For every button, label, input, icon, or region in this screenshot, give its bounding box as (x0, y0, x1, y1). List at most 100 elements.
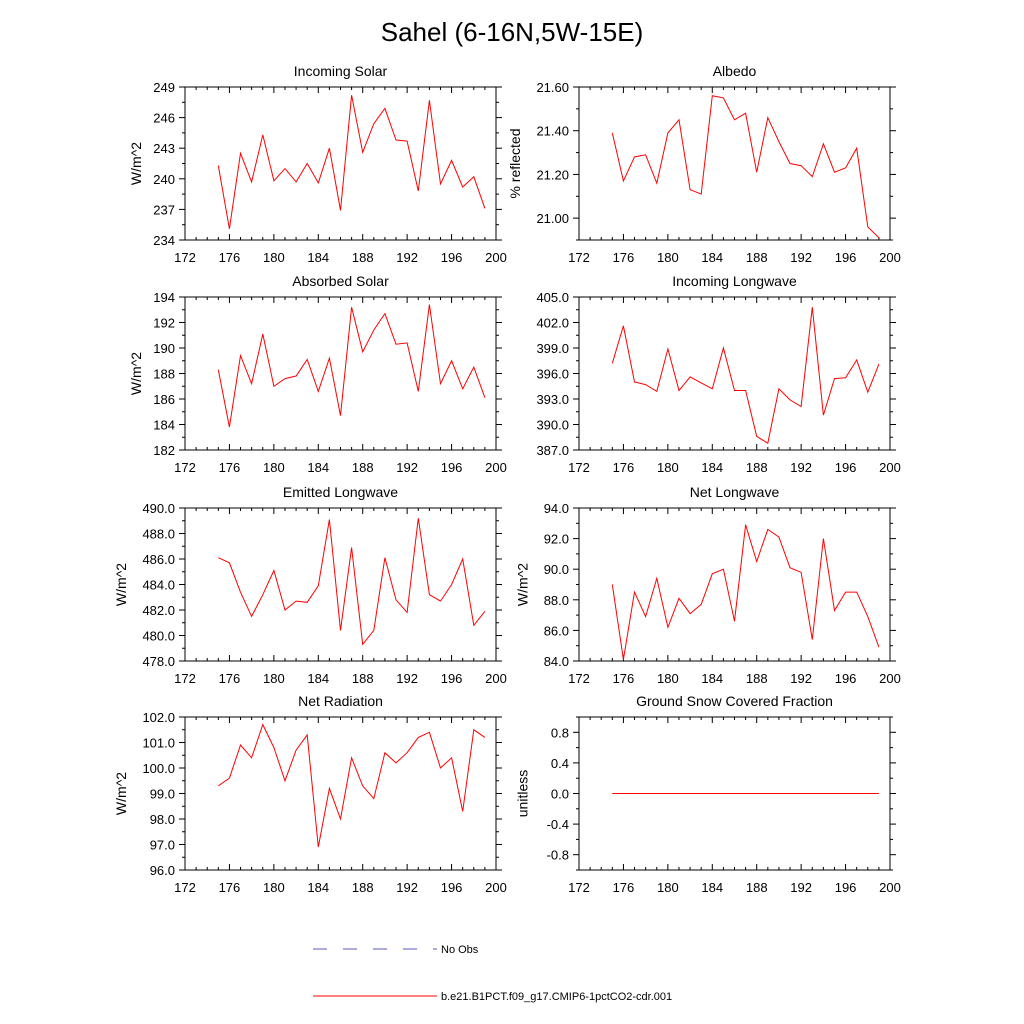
panel-net-radiation-ylabel: W/m^2 (113, 772, 129, 815)
panel-incoming-longwave-xtick-label: 200 (879, 460, 901, 475)
panel-absorbed-solar-ytick-label: 184 (153, 418, 175, 433)
panel-incoming-solar-xtick-label: 196 (441, 250, 463, 265)
panel-incoming-longwave-ytick-label: 402.0 (536, 316, 569, 331)
panel-absorbed-solar-xtick-label: 172 (174, 460, 196, 475)
panel-incoming-solar-xtick-label: 192 (396, 250, 418, 265)
panel-absorbed-solar-xtick-label: 184 (307, 460, 329, 475)
panel-net-longwave: Net Longwave 172 176 180 184 188 192 196 200 84.0… (514, 484, 900, 686)
panel-albedo-series-line (611, 95, 880, 239)
panel-ground-snow-covered-fraction-xtick-label: 172 (568, 880, 590, 895)
panels: Incoming Solar 172 176 180 184 188 192 196 200 23… (113, 63, 901, 895)
panel-net-longwave-ylabel: W/m^2 (514, 563, 530, 606)
panel-albedo-title: Albedo (713, 63, 757, 79)
panel-net-radiation-xtick-label: 192 (396, 880, 418, 895)
panel-absorbed-solar-ytick-label: 190 (153, 341, 175, 356)
panel-emitted-longwave-xtick-label: 188 (352, 671, 374, 686)
panel-ground-snow-covered-fraction-xtick-label: 192 (790, 880, 812, 895)
panel-incoming-longwave-ytick-label: 393.0 (536, 392, 569, 407)
panel-incoming-longwave-series-line (611, 307, 880, 444)
panel-incoming-solar-ytick-label: 234 (153, 233, 175, 248)
panel-incoming-longwave-frame (578, 296, 891, 451)
panel-albedo-ylabel: % reflected (507, 128, 523, 198)
panel-ground-snow-covered-fraction-xtick-label: 180 (657, 880, 679, 895)
panel-ground-snow-covered-fraction-title: Ground Snow Covered Fraction (636, 693, 833, 709)
panel-ground-snow-covered-fraction-xtick-label: 196 (835, 880, 857, 895)
panel-absorbed-solar-series-line (217, 304, 486, 428)
panel-net-radiation-ytick-label: 96.0 (150, 863, 175, 878)
panel-incoming-longwave-xtick-label: 180 (657, 460, 679, 475)
panel-net-radiation-xtick-label: 180 (263, 880, 285, 895)
panel-emitted-longwave-title: Emitted Longwave (283, 484, 398, 500)
panel-absorbed-solar-ylabel: W/m^2 (128, 352, 144, 395)
panel-ground-snow-covered-fraction-ytick-label: 0.4 (551, 756, 569, 771)
panel-net-radiation-xtick-label: 188 (352, 880, 374, 895)
panel-albedo-xtick-label: 192 (790, 250, 812, 265)
panel-absorbed-solar-ytick-label: 186 (153, 392, 175, 407)
legend-no-obs-label: No Obs (441, 944, 479, 956)
panel-absorbed-solar-xtick-label: 188 (352, 460, 374, 475)
panel-incoming-solar-title: Incoming Solar (294, 63, 388, 79)
panel-emitted-longwave-xtick-label: 172 (174, 671, 196, 686)
panel-absorbed-solar-ytick-label: 182 (153, 443, 175, 458)
panel-incoming-solar-xtick-label: 176 (219, 250, 241, 265)
panel-net-longwave-xtick-label: 200 (879, 671, 901, 686)
panel-incoming-solar-frame (184, 86, 497, 241)
panel-net-longwave-xtick-label: 172 (568, 671, 590, 686)
panel-net-longwave-series-line (611, 524, 880, 660)
panel-incoming-solar-xtick-label: 188 (352, 250, 374, 265)
panel-albedo-xtick-label: 188 (746, 250, 768, 265)
panel-net-longwave-xtick-label: 184 (701, 671, 723, 686)
panel-incoming-longwave-ytick-label: 390.0 (536, 418, 569, 433)
panel-net-longwave-ytick-label: 88.0 (544, 593, 569, 608)
panel-emitted-longwave-ytick-label: 488.0 (142, 527, 175, 542)
panel-emitted-longwave-ytick-label: 480.0 (142, 629, 175, 644)
panel-incoming-longwave-xtick-label: 176 (613, 460, 635, 475)
panel-incoming-longwave-ytick-label: 405.0 (536, 290, 569, 305)
panel-ground-snow-covered-fraction-xtick-label: 200 (879, 880, 901, 895)
panel-net-longwave-ytick-label: 86.0 (544, 623, 569, 638)
panel-emitted-longwave-ytick-label: 478.0 (142, 654, 175, 669)
panel-incoming-solar-xtick-label: 172 (174, 250, 196, 265)
panel-ground-snow-covered-fraction-ytick-label: -0.8 (547, 848, 569, 863)
legend-run-label: b.e21.B1PCT.f09_g17.CMIP6-1pctCO2-cdr.00… (441, 991, 672, 1003)
panel-net-longwave-title: Net Longwave (690, 484, 780, 500)
panel-emitted-longwave-xtick-label: 196 (441, 671, 463, 686)
panel-net-longwave-xtick-label: 188 (746, 671, 768, 686)
panel-absorbed-solar-ytick-label: 192 (153, 316, 175, 331)
panel-net-radiation-ytick-label: 102.0 (142, 710, 175, 725)
panel-ground-snow-covered-fraction-ytick-label: 0.8 (551, 725, 569, 740)
panel-incoming-longwave-xtick-label: 196 (835, 460, 857, 475)
panel-net-radiation-xtick-label: 196 (441, 880, 463, 895)
panel-incoming-solar-xtick-label: 200 (485, 250, 507, 265)
panel-absorbed-solar-xtick-label: 192 (396, 460, 418, 475)
panel-net-radiation-xtick-label: 184 (307, 880, 329, 895)
panel-net-longwave-ytick-label: 90.0 (544, 562, 569, 577)
panel-net-longwave-ytick-label: 92.0 (544, 532, 569, 547)
panel-incoming-longwave-xtick-label: 188 (746, 460, 768, 475)
panel-net-radiation: Net Radiation 172 176 180 184 188 192 196 200 96.… (113, 693, 507, 895)
panel-emitted-longwave-ylabel: W/m^2 (113, 563, 129, 606)
panel-incoming-solar-ylabel: W/m^2 (128, 142, 144, 185)
panel-net-radiation-xtick-label: 172 (174, 880, 196, 895)
panel-absorbed-solar-ytick-label: 194 (153, 290, 175, 305)
panel-ground-snow-covered-fraction-xtick-label: 176 (613, 880, 635, 895)
figure-title: Sahel (6-16N,5W-15E) (381, 17, 644, 47)
panel-net-radiation-ytick-label: 101.0 (142, 736, 175, 751)
panel-albedo-xtick-label: 172 (568, 250, 590, 265)
panel-albedo-xtick-label: 196 (835, 250, 857, 265)
panel-emitted-longwave-xtick-label: 200 (485, 671, 507, 686)
panel-ground-snow-covered-fraction-ytick-label: -0.4 (547, 817, 569, 832)
panel-ground-snow-covered-fraction-ytick-label: 0.0 (551, 787, 569, 802)
panel-incoming-solar-ytick-label: 240 (153, 172, 175, 187)
panel-incoming-longwave-xtick-label: 184 (701, 460, 723, 475)
panel-absorbed-solar-xtick-label: 200 (485, 460, 507, 475)
panel-incoming-longwave-ytick-label: 396.0 (536, 367, 569, 382)
legend: No Obs b.e21.B1PCT.f09_g17.CMIP6-1pctCO2… (313, 944, 672, 1003)
panel-absorbed-solar-xtick-label: 196 (441, 460, 463, 475)
panel-albedo-frame (578, 86, 891, 241)
panel-incoming-solar-ytick-label: 237 (153, 202, 175, 217)
panel-emitted-longwave: Emitted Longwave 172 176 180 184 188 192 196 200… (113, 484, 507, 686)
panel-net-radiation-ytick-label: 100.0 (142, 761, 175, 776)
panel-emitted-longwave-series-line (218, 518, 486, 646)
